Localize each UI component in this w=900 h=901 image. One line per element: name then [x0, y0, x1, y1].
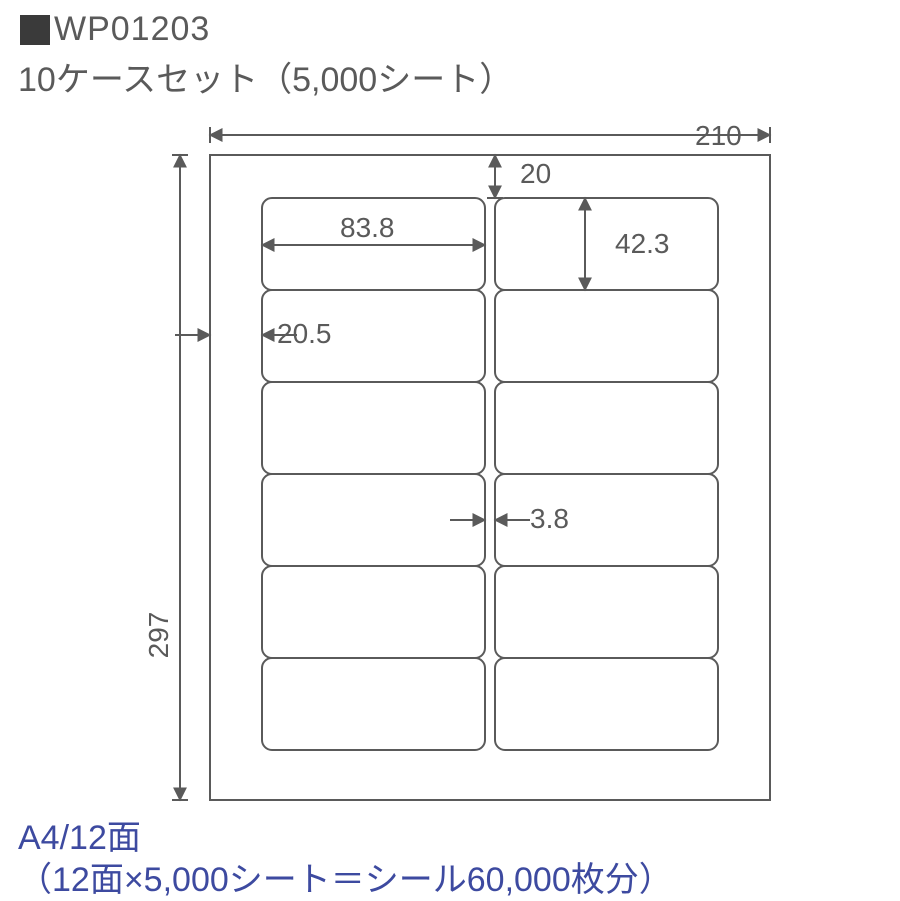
- svg-text:42.3: 42.3: [615, 228, 670, 259]
- bullet-square: [20, 15, 50, 45]
- svg-text:210: 210: [695, 120, 742, 151]
- svg-text:83.8: 83.8: [340, 212, 395, 243]
- svg-text:3.8: 3.8: [530, 503, 569, 534]
- product-code: WP01203: [54, 10, 210, 49]
- label-sheet-diagram: 210 297 20 83.8 42.3 20.5 3.8: [55, 105, 875, 805]
- svg-text:20.5: 20.5: [277, 318, 332, 349]
- svg-text:20: 20: [520, 158, 551, 189]
- subtitle: 10ケースセット（5,000シート）: [18, 52, 513, 101]
- footer-line-2: （12面×5,000シート＝シール60,000枚分）: [18, 852, 673, 901]
- svg-text:297: 297: [143, 612, 174, 659]
